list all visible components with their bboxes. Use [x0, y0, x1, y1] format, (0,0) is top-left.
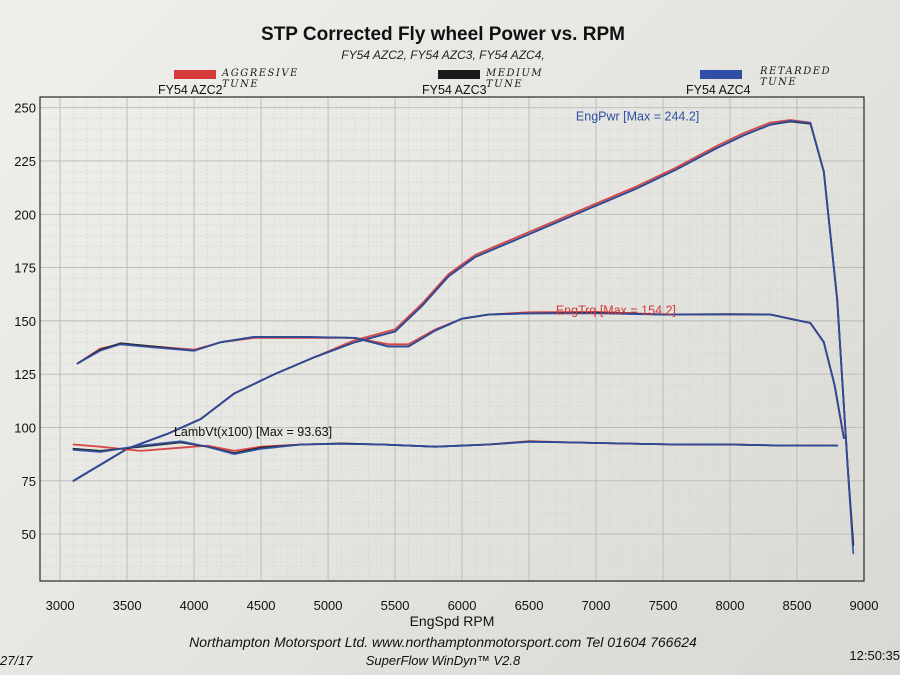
series-line-fy54-azc3-engpwr — [72, 120, 855, 546]
legend-swatch-azc4 — [700, 70, 742, 79]
series-line-fy54-azc4-lambvt-x100 — [72, 440, 839, 456]
y-tick-label: 200 — [14, 207, 36, 222]
footer-company: Northampton Motorsport Ltd. www.northamp… — [189, 634, 697, 650]
x-tick-label: 9000 — [850, 598, 879, 613]
footer-time: 12:50:35 — [849, 648, 900, 663]
y-tick-label: 75 — [22, 474, 36, 489]
y-tick-label: 50 — [22, 527, 36, 542]
chart-annotation: EngTrq [Max = 154.2] — [556, 303, 676, 317]
y-tick-label: 125 — [14, 367, 36, 382]
legend-note-azc2: AGGRESIVE TUNE — [222, 68, 299, 90]
x-tick-label: 5000 — [314, 598, 343, 613]
y-tick-label: 100 — [14, 420, 36, 435]
legend-label-azc4: FY54 AZC4 — [686, 83, 751, 97]
legend-note-azc4: RETARDED TUNE — [760, 66, 832, 88]
y-tick-label: 225 — [14, 154, 36, 169]
x-tick-label: 4000 — [180, 598, 209, 613]
chart-title: STP Corrected Fly wheel Power vs. RPM — [261, 24, 625, 45]
grid-lines — [40, 97, 864, 581]
x-axis-label: EngSpd RPM — [410, 613, 495, 629]
legend-note-azc3: MEDIUM TUNE — [486, 68, 544, 90]
x-tick-label: 7000 — [582, 598, 611, 613]
series-line-fy54-azc4-engpwr — [72, 120, 855, 555]
x-tick-label: 8500 — [783, 598, 812, 613]
x-tick-label: 5500 — [381, 598, 410, 613]
chart-annotation: LambVt(x100) [Max = 93.63] — [174, 425, 332, 439]
x-tick-label: 6500 — [515, 598, 544, 613]
chart-annotation: EngPwr [Max = 244.2] — [576, 109, 699, 123]
x-tick-label: 6000 — [448, 598, 477, 613]
x-tick-label: 3500 — [113, 598, 142, 613]
plot-frame — [39, 96, 865, 582]
annotations: EngPwr [Max = 244.2] EngTrq [Max = 154.2]… — [174, 109, 699, 439]
series-line-fy54-azc4-engtrq — [76, 312, 845, 440]
legend-label-azc2: FY54 AZC2 — [158, 83, 223, 97]
x-tick-label: 3000 — [46, 598, 75, 613]
legend-swatch-azc3 — [438, 70, 480, 79]
x-tick-label: 8000 — [716, 598, 745, 613]
x-tick-label: 7500 — [649, 598, 678, 613]
y-tick-label: 150 — [14, 314, 36, 329]
footer-software: SuperFlow WinDyn™ V2.8 — [365, 653, 521, 668]
x-tick-label: 4500 — [247, 598, 276, 613]
legend-swatch-azc2 — [174, 70, 216, 79]
legend-label-azc3: FY54 AZC3 — [422, 83, 487, 97]
y-tick-label: 250 — [14, 101, 36, 116]
chart-subtitle: FY54 AZC2, FY54 AZC3, FY54 AZC4, — [341, 48, 545, 62]
series-lines — [72, 119, 855, 555]
y-tick-label: 175 — [14, 261, 36, 276]
series-line-fy54-azc2-engtrq — [76, 310, 845, 440]
axis-ticks: 3000 3500 4000 4500 5000 5500 6000 6500 7000 7500… — [14, 101, 878, 613]
footer-date-fragment: 27/17 — [0, 653, 33, 668]
